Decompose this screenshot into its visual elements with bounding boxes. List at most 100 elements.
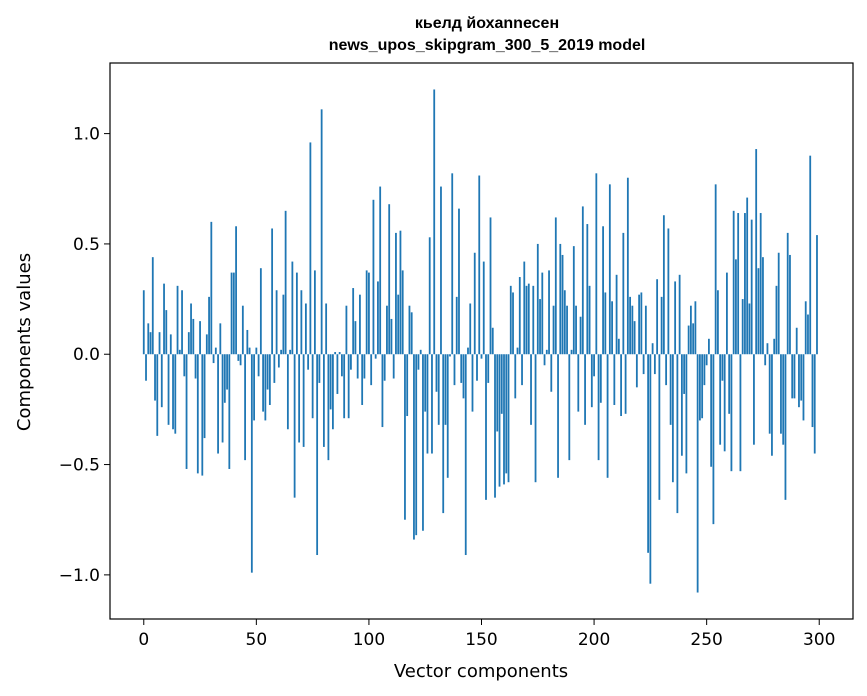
- bar: [557, 354, 559, 478]
- bar: [232, 272, 235, 355]
- bar: [208, 296, 210, 355]
- bar: [428, 237, 431, 355]
- bar: [419, 349, 422, 355]
- bar: [604, 292, 607, 355]
- bar: [460, 354, 463, 383]
- bar: [570, 349, 573, 355]
- bar: [343, 354, 346, 419]
- bar: [599, 354, 602, 403]
- bar: [183, 354, 186, 377]
- bar: [741, 299, 744, 355]
- bar: [354, 321, 357, 355]
- bar: [615, 274, 618, 355]
- bar: [696, 354, 699, 593]
- bar: [543, 354, 546, 366]
- bar: [559, 243, 562, 355]
- bar: [626, 177, 629, 355]
- bar: [293, 354, 296, 498]
- bar: [545, 349, 548, 355]
- x-axis-label: Vector components: [394, 661, 568, 682]
- bar: [271, 228, 274, 355]
- bar: [154, 354, 156, 401]
- bar: [401, 270, 404, 355]
- bar: [498, 354, 501, 487]
- bar: [275, 290, 278, 355]
- bar: [199, 321, 201, 355]
- bar: [289, 349, 292, 355]
- bar: [527, 283, 530, 355]
- bar: [584, 354, 586, 425]
- bar: [205, 334, 208, 355]
- bar: [642, 354, 645, 375]
- bar: [552, 305, 555, 355]
- bar: [451, 173, 454, 355]
- bar: [388, 204, 391, 355]
- bar: [518, 277, 521, 355]
- bar: [345, 305, 348, 355]
- bar: [602, 226, 604, 355]
- bar: [386, 305, 388, 355]
- bar: [395, 232, 397, 355]
- bar: [462, 354, 465, 399]
- bar: [442, 354, 445, 514]
- bar: [694, 301, 697, 355]
- bar: [244, 354, 246, 461]
- bar: [536, 243, 539, 355]
- plot-frame: [109, 62, 854, 620]
- y-tick-label: 0.5: [73, 235, 100, 255]
- bar: [525, 285, 528, 355]
- bar: [178, 349, 181, 355]
- bar: [689, 305, 692, 355]
- bar: [744, 213, 746, 355]
- bar: [651, 343, 654, 355]
- bar: [662, 215, 665, 355]
- bar: [566, 305, 568, 355]
- bar: [802, 354, 805, 421]
- bar: [485, 354, 487, 500]
- bar: [784, 354, 787, 500]
- bar: [554, 217, 557, 355]
- bar: [311, 354, 314, 419]
- bar: [629, 296, 631, 355]
- bar: [444, 354, 447, 425]
- bar: [768, 354, 771, 434]
- bar: [811, 354, 814, 428]
- bar: [494, 354, 496, 498]
- bar: [390, 318, 393, 355]
- bar: [701, 354, 704, 419]
- bar: [816, 235, 818, 355]
- bar: [467, 347, 469, 355]
- bar: [503, 354, 505, 485]
- bar: [471, 354, 474, 412]
- bar: [638, 294, 641, 355]
- bar: [338, 352, 341, 355]
- bar: [795, 327, 798, 355]
- bar: [613, 354, 616, 405]
- bar: [512, 292, 514, 355]
- bar: [804, 301, 807, 355]
- bar: [410, 312, 413, 355]
- bar: [660, 296, 663, 355]
- bar: [521, 354, 523, 386]
- bar: [408, 305, 411, 355]
- bar: [500, 354, 503, 414]
- bar: [505, 354, 508, 474]
- bar: [165, 310, 168, 355]
- bar: [721, 354, 724, 381]
- bar: [647, 354, 650, 553]
- bar: [437, 354, 440, 425]
- bar: [212, 354, 215, 364]
- bar: [167, 354, 170, 425]
- bar: [368, 272, 370, 355]
- bar: [365, 270, 368, 355]
- bar: [622, 232, 625, 355]
- bar: [597, 354, 600, 461]
- bar: [730, 354, 733, 472]
- bar: [377, 281, 379, 355]
- bar: [550, 354, 553, 392]
- bar: [196, 354, 199, 474]
- bar: [487, 354, 490, 383]
- bar: [507, 354, 510, 483]
- bar: [174, 354, 177, 434]
